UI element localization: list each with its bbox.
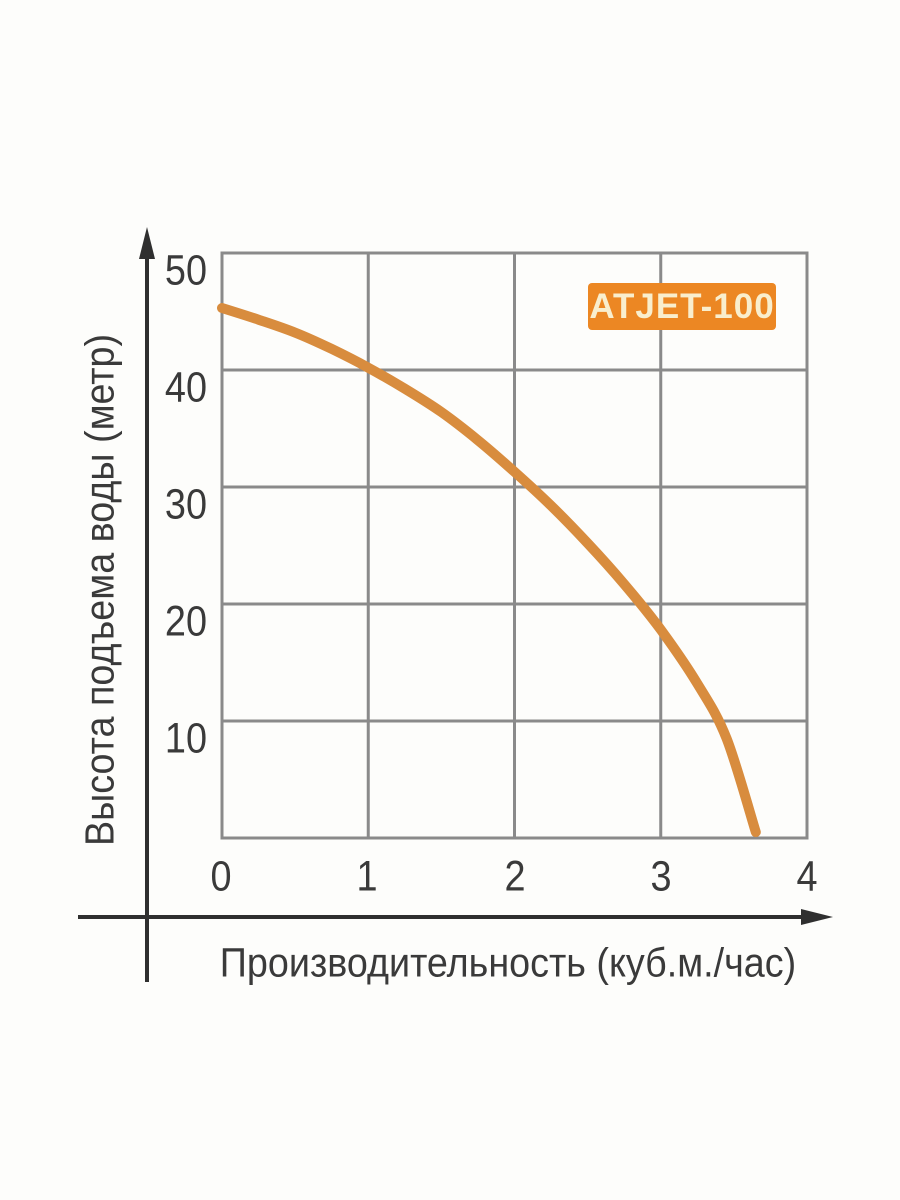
y-tick-40: 40 — [164, 363, 207, 412]
performance-curve — [217, 303, 761, 838]
axes-arrows — [78, 227, 833, 982]
x-tick-3: 3 — [650, 852, 672, 901]
x-axis-title: Производительность (куб.м./час) — [219, 939, 797, 986]
y-tick-50: 50 — [164, 246, 207, 295]
y-axis-title: Высота подъема воды (метр) — [76, 333, 123, 847]
x-tick-2: 2 — [504, 852, 526, 901]
x-tick-4: 4 — [796, 852, 818, 901]
model-badge: ATJET-100 — [588, 283, 776, 330]
y-tick-10: 10 — [164, 714, 207, 763]
x-tick-1: 1 — [356, 852, 378, 901]
x-tick-0: 0 — [210, 852, 232, 901]
y-tick-30: 30 — [164, 480, 207, 529]
y-tick-20: 20 — [164, 597, 207, 646]
grid-lines — [220, 251, 809, 840]
